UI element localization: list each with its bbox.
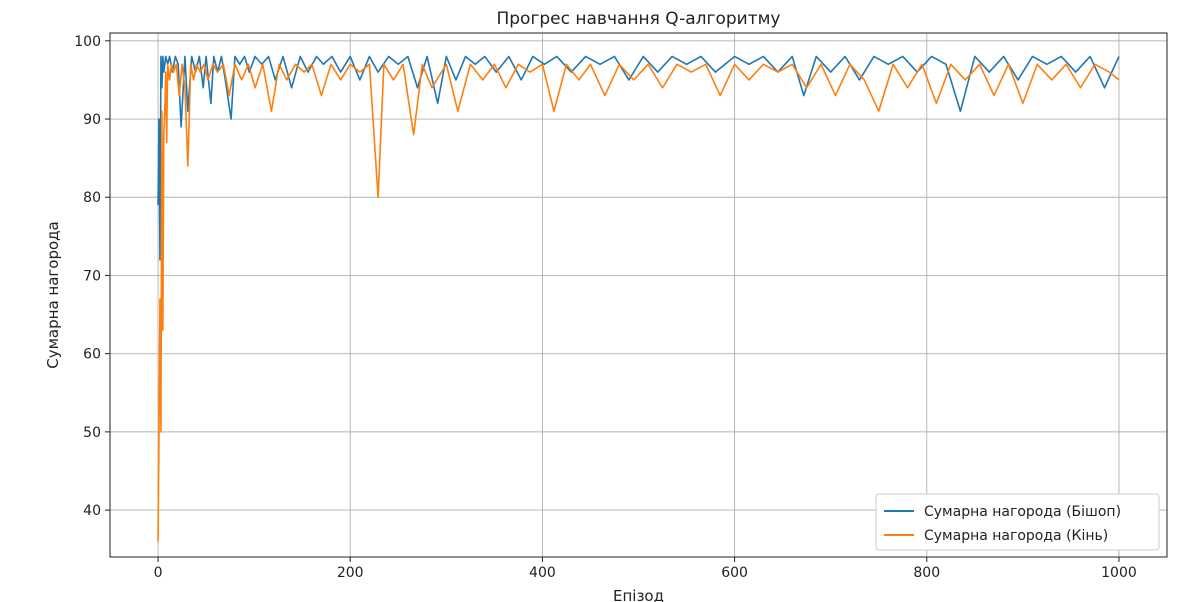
chart-title: Прогрес навчання Q-алгоритму bbox=[496, 9, 780, 29]
y-tick-label: 50 bbox=[83, 425, 101, 441]
x-tick-label: 800 bbox=[913, 565, 940, 581]
x-tick-label: 400 bbox=[529, 565, 556, 581]
legend-entry-bishop: Сумарна нагорода (Бішоп) bbox=[924, 504, 1121, 520]
y-tick-label: 90 bbox=[83, 112, 101, 128]
series-layer bbox=[157, 55, 1120, 542]
y-tick-label: 80 bbox=[83, 190, 101, 206]
x-tick-label: 0 bbox=[154, 565, 163, 581]
x-tick-label: 200 bbox=[337, 565, 364, 581]
y-tick-label: 40 bbox=[83, 503, 101, 519]
series-line-knight bbox=[157, 63, 1120, 542]
legend-box bbox=[875, 493, 1160, 551]
x-axis: 0 200 400 600 800 1000 bbox=[154, 557, 1137, 581]
legend-entry-knight: Сумарна нагорода (Кінь) bbox=[924, 528, 1108, 544]
x-axis-label: Епізод bbox=[613, 587, 664, 602]
x-tick-label: 1000 bbox=[1101, 565, 1137, 581]
x-tick-label: 600 bbox=[721, 565, 748, 581]
y-tick-label: 70 bbox=[83, 268, 101, 284]
y-tick-label: 100 bbox=[74, 34, 101, 50]
y-tick-label: 60 bbox=[83, 347, 101, 363]
y-axis-label: Сумарна нагорода bbox=[44, 221, 62, 368]
plot-frame bbox=[109, 32, 1168, 558]
legend: Сумарна нагорода (Бішоп) Сумарна нагород… bbox=[875, 493, 1160, 551]
y-axis: 40 50 60 70 80 90 100 bbox=[74, 34, 110, 519]
